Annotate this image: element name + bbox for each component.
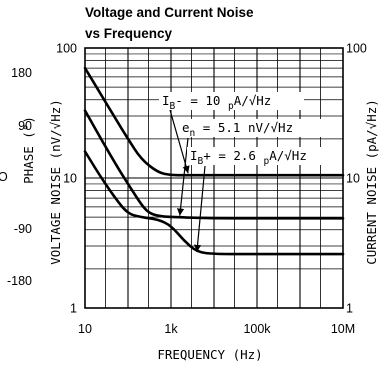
x-tick-label: 10	[78, 322, 92, 336]
annotation-2: en = 5.1 nV/√Hz	[179, 119, 324, 139]
x-tick-label: 100k	[243, 322, 271, 336]
annotation-3: IB+ = 2.6 pA/√Hz	[187, 147, 332, 167]
y-tick-label-left: 1	[70, 302, 77, 316]
annotations: IB- = 10 pA/√Hz en = 5.1 nV/√Hz IB+ = 2.6 …	[159, 92, 332, 167]
y-tick-labels-left: 1 10 100	[56, 42, 77, 316]
chart-title-line2: vs Frequency	[85, 26, 173, 41]
annotation-text: IB- = 10 pA/√Hz	[162, 93, 271, 112]
chart-title-line1: Voltage and Current Noise	[85, 5, 254, 20]
noise-curves	[83, 66, 345, 256]
y-axis-label-right: CURRENT NOISE (pA/√Hz)	[364, 99, 379, 265]
x-axis-label: FREQUENCY (Hz)	[157, 347, 262, 362]
annotation-text: IB+ = 2.6 pA/√Hz	[190, 148, 307, 167]
y-tick-label-right: 100	[346, 42, 367, 56]
y-tick-label-left: 10	[63, 172, 77, 186]
y-axis-label-left: VOLTAGE NOISE (nV/√Hz)	[48, 99, 63, 265]
noise-curve-2	[83, 109, 345, 220]
x-tick-label: 10M	[331, 322, 355, 336]
annotation-1: IB- = 10 pA/√Hz	[159, 92, 304, 112]
x-tick-labels: 10 1k 100k 10M	[78, 322, 355, 336]
phase-tick-label: -180	[7, 274, 32, 288]
annotation-text: en = 5.1 nV/√Hz	[182, 120, 293, 139]
y-tick-label-right: 10	[346, 172, 360, 186]
phase-tick-label: O	[0, 170, 8, 184]
annotation-arrows	[169, 109, 206, 253]
y-tick-label-right: 1	[346, 302, 353, 316]
noise-curve-1	[83, 66, 345, 177]
annotation-bg	[179, 119, 324, 137]
arrow-3	[193, 165, 206, 253]
phase-tick-label: 180	[11, 66, 32, 80]
annotation-bg	[187, 147, 332, 165]
phase-tick-label: -90	[14, 222, 32, 236]
phase-tick-label: 90	[18, 119, 32, 133]
y-tick-labels-right: 1 10 100	[346, 42, 367, 316]
phase-axis-label: PHASE (°)	[21, 116, 36, 184]
x-tick-label: 1k	[164, 322, 178, 336]
plot-frame	[84, 47, 344, 309]
arrow-2	[176, 137, 189, 216]
noise-curve-3	[83, 150, 345, 256]
annotation-bg	[159, 92, 304, 110]
y-tick-label-left: 100	[56, 42, 77, 56]
clipped-phase-axis: 180 90 O -90 -180 PHASE (°)	[0, 66, 36, 288]
